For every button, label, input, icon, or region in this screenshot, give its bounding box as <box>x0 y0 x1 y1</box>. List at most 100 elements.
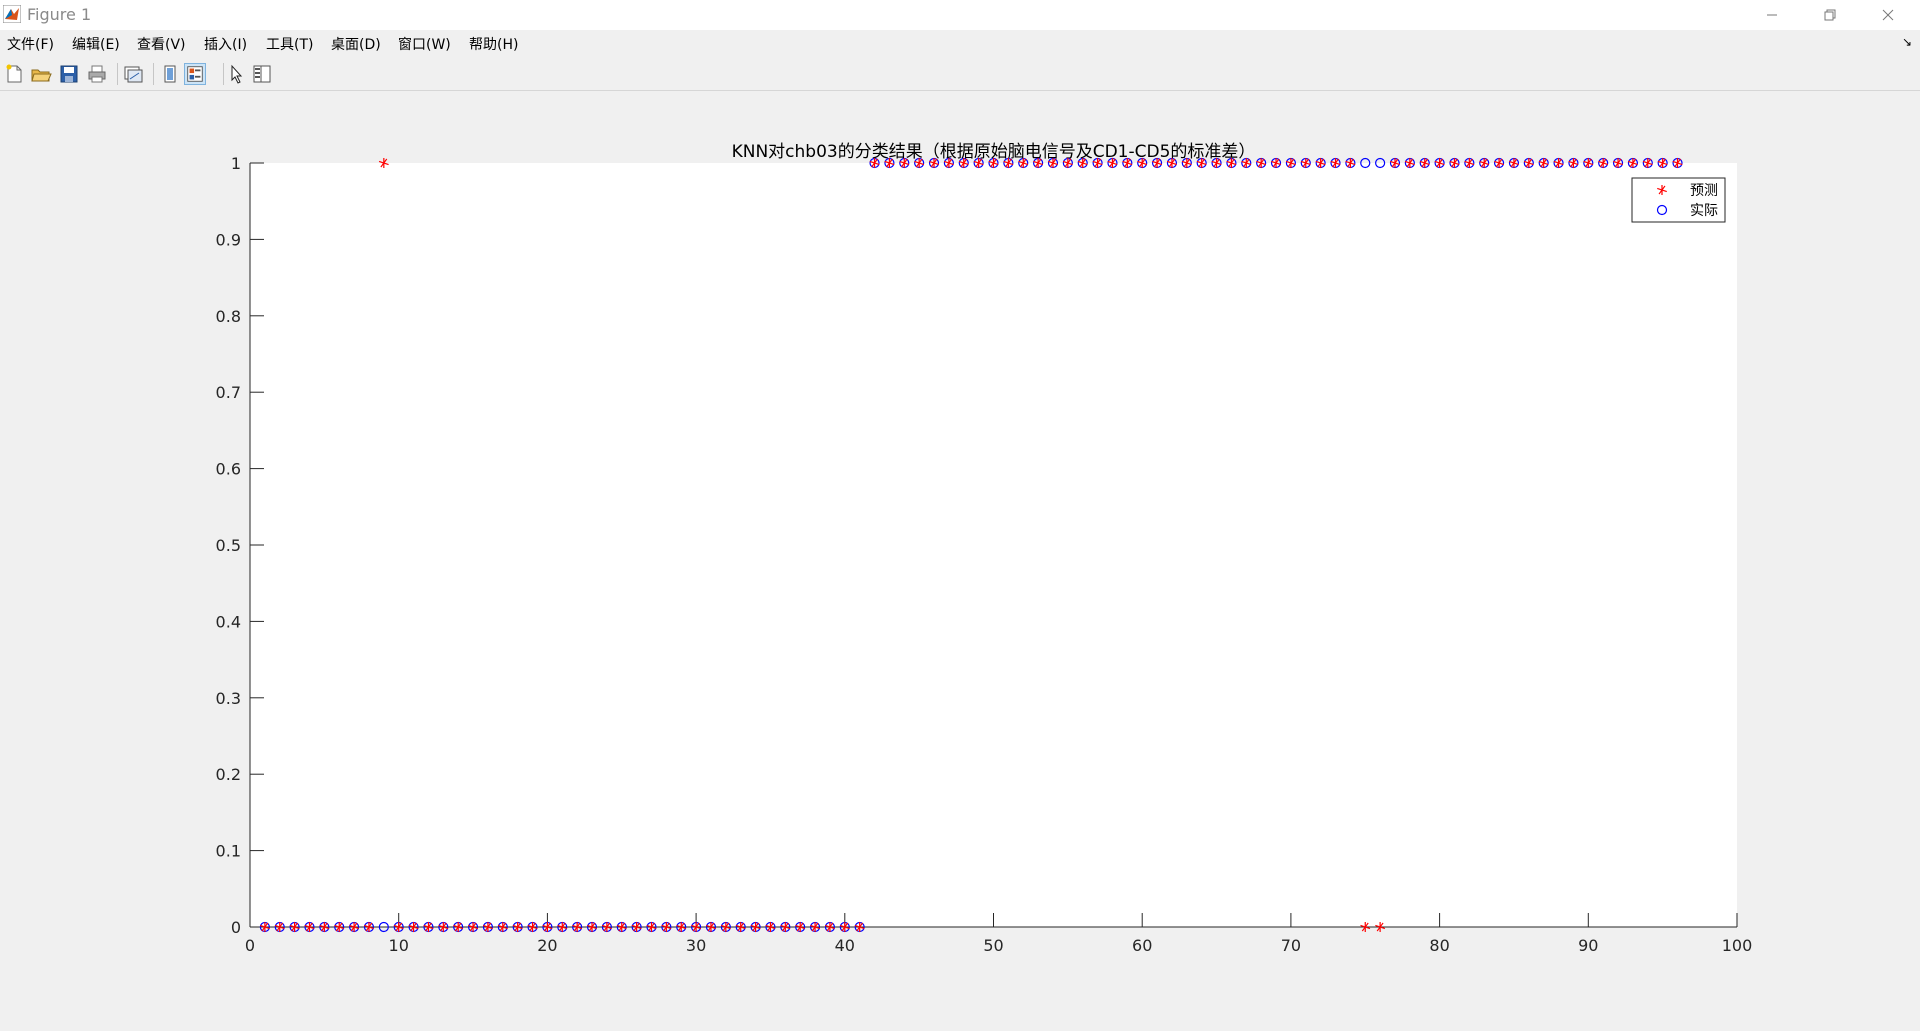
predicted-point[interactable] <box>1449 158 1460 168</box>
legend-predicted-marker[interactable] <box>1657 185 1667 195</box>
predicted-point[interactable] <box>304 922 315 932</box>
predicted-point[interactable] <box>1627 158 1638 168</box>
predicted-point[interactable] <box>259 922 270 932</box>
predicted-point[interactable] <box>542 922 553 932</box>
close-button[interactable] <box>1859 0 1917 30</box>
series-predicted[interactable] <box>259 158 1683 932</box>
predicted-point[interactable] <box>1568 158 1579 168</box>
predicted-point[interactable] <box>1196 158 1207 168</box>
predicted-point[interactable] <box>824 922 835 932</box>
predicted-point[interactable] <box>1360 922 1371 932</box>
predicted-point[interactable] <box>1152 158 1163 168</box>
predicted-point[interactable] <box>1419 158 1430 168</box>
predicted-point[interactable] <box>1181 158 1192 168</box>
predicted-point[interactable] <box>1315 158 1326 168</box>
predicted-point[interactable] <box>1657 158 1668 168</box>
predicted-point[interactable] <box>1300 158 1311 168</box>
predicted-point[interactable] <box>661 922 672 932</box>
predicted-point[interactable] <box>512 922 523 932</box>
predicted-point[interactable] <box>1018 158 1029 168</box>
predicted-point[interactable] <box>1404 158 1415 168</box>
predicted-point[interactable] <box>378 158 389 168</box>
menu-tools[interactable]: 工具(T) <box>266 37 314 53</box>
actual-point[interactable] <box>378 921 389 933</box>
predicted-point[interactable] <box>349 922 360 932</box>
predicted-point[interactable] <box>423 922 434 932</box>
predicted-point[interactable] <box>497 922 508 932</box>
predicted-point[interactable] <box>616 922 627 932</box>
minimize-button[interactable] <box>1743 0 1801 30</box>
predicted-point[interactable] <box>929 158 939 168</box>
predicted-point[interactable] <box>1137 158 1148 168</box>
predicted-point[interactable] <box>1122 158 1133 168</box>
axes-background[interactable] <box>250 163 1737 927</box>
predicted-point[interactable] <box>1271 158 1281 168</box>
predicted-point[interactable] <box>1642 158 1653 168</box>
menu-desktop[interactable]: 桌面(D) <box>331 37 381 53</box>
predicted-point[interactable] <box>884 158 895 168</box>
predicted-point[interactable] <box>631 922 642 932</box>
hide-plot-tools-icon[interactable] <box>159 63 181 85</box>
predicted-point[interactable] <box>572 922 583 932</box>
legend-actual-marker[interactable] <box>1656 204 1668 216</box>
predicted-point[interactable] <box>393 922 404 932</box>
predicted-point[interactable] <box>899 158 910 168</box>
menu-file[interactable]: 文件(F) <box>7 37 54 53</box>
predicted-point[interactable] <box>839 922 850 932</box>
predicted-point[interactable] <box>1509 158 1519 168</box>
predicted-point[interactable] <box>334 922 345 932</box>
predicted-point[interactable] <box>1048 158 1058 168</box>
predicted-point[interactable] <box>438 922 449 932</box>
predicted-point[interactable] <box>780 922 791 932</box>
figure-canvas[interactable]: KNN对chb03的分类结果（根据原始脑电信号及CD1-CD5的标准差） 0 10… <box>0 91 1920 1031</box>
predicted-point[interactable] <box>1434 158 1445 168</box>
predicted-point[interactable] <box>1241 158 1252 168</box>
predicted-point[interactable] <box>958 158 969 168</box>
predicted-point[interactable] <box>482 922 493 932</box>
predicted-point[interactable] <box>646 922 657 932</box>
predicted-point[interactable] <box>1092 158 1103 168</box>
predicted-point[interactable] <box>453 922 464 932</box>
predicted-point[interactable] <box>988 158 999 168</box>
predicted-point[interactable] <box>468 922 478 932</box>
predicted-point[interactable] <box>1523 158 1534 168</box>
restore-button[interactable] <box>1801 0 1859 30</box>
dock-arrow-icon[interactable]: ↘ <box>1901 35 1912 49</box>
print-icon[interactable] <box>86 63 108 85</box>
predicted-point[interactable] <box>274 922 285 932</box>
predicted-point[interactable] <box>854 922 865 932</box>
predicted-point[interactable] <box>587 922 597 932</box>
edit-plot-icon[interactable] <box>226 63 248 85</box>
predicted-point[interactable] <box>1062 158 1073 168</box>
predicted-point[interactable] <box>720 922 731 932</box>
predicted-point[interactable] <box>408 922 419 932</box>
link-plot-icon[interactable] <box>122 63 144 85</box>
predicted-point[interactable] <box>973 158 984 168</box>
predicted-point[interactable] <box>1285 158 1296 168</box>
predicted-point[interactable] <box>869 158 880 168</box>
predicted-point[interactable] <box>1211 158 1222 168</box>
predicted-point[interactable] <box>810 922 820 932</box>
predicted-point[interactable] <box>1464 158 1475 168</box>
menu-view[interactable]: 查看(V) <box>137 37 186 53</box>
predicted-point[interactable] <box>914 158 925 168</box>
predicted-point[interactable] <box>1538 158 1549 168</box>
predicted-point[interactable] <box>1553 158 1564 168</box>
predicted-point[interactable] <box>557 922 568 932</box>
menu-help[interactable]: 帮助(H) <box>469 37 519 53</box>
open-property-inspector-icon[interactable] <box>251 63 273 85</box>
predicted-point[interactable] <box>1167 158 1177 168</box>
predicted-point[interactable] <box>1226 158 1237 168</box>
predicted-point[interactable] <box>1003 158 1014 168</box>
predicted-point[interactable] <box>943 158 954 168</box>
actual-point[interactable] <box>1360 157 1371 169</box>
predicted-point[interactable] <box>765 922 776 932</box>
predicted-point[interactable] <box>1613 158 1623 168</box>
predicted-point[interactable] <box>527 922 538 932</box>
menu-edit[interactable]: 编辑(E) <box>72 37 120 53</box>
predicted-point[interactable] <box>1033 158 1044 168</box>
predicted-point[interactable] <box>319 922 330 932</box>
predicted-point[interactable] <box>1672 158 1683 168</box>
actual-point[interactable] <box>1375 157 1386 169</box>
